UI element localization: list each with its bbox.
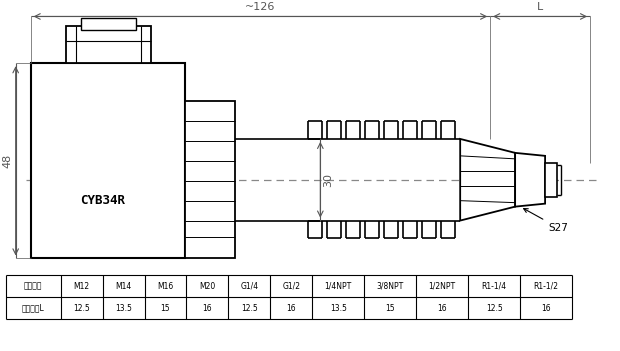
Text: 12.5: 12.5	[241, 304, 258, 313]
Text: 13.5: 13.5	[330, 304, 347, 313]
Bar	[66, 26, 151, 63]
Text: 16: 16	[541, 304, 551, 313]
Text: 48: 48	[2, 154, 12, 168]
Bar	[545, 163, 557, 197]
Text: M20: M20	[200, 282, 216, 291]
Text: 16: 16	[437, 304, 447, 313]
Bar	[81, 19, 136, 31]
Text: 30: 30	[324, 173, 334, 187]
Text: 1/4NPT: 1/4NPT	[325, 282, 352, 291]
Text: 1/2NPT: 1/2NPT	[428, 282, 456, 291]
Text: 13.5: 13.5	[115, 304, 132, 313]
Text: M16: M16	[157, 282, 174, 291]
Text: S27: S27	[524, 208, 568, 232]
Text: M12: M12	[74, 282, 90, 291]
Text: G1/2: G1/2	[282, 282, 300, 291]
Text: G1/4: G1/4	[241, 282, 259, 291]
Text: 3/8NPT: 3/8NPT	[376, 282, 404, 291]
Text: 15: 15	[386, 304, 395, 313]
Bar	[30, 63, 185, 258]
Text: 12.5: 12.5	[485, 304, 503, 313]
Text: R1-1/4: R1-1/4	[482, 282, 507, 291]
Text: R1-1/2: R1-1/2	[534, 282, 559, 291]
Polygon shape	[515, 153, 545, 207]
Text: 16: 16	[203, 304, 212, 313]
Text: 16: 16	[286, 304, 296, 313]
Text: 15: 15	[161, 304, 171, 313]
Text: 螺纹长度L: 螺纹长度L	[22, 304, 45, 313]
Text: CYB34R: CYB34R	[81, 194, 126, 207]
Polygon shape	[460, 139, 515, 220]
Text: M14: M14	[115, 282, 131, 291]
Text: ~126: ~126	[246, 2, 276, 13]
Bar	[185, 101, 236, 258]
Text: L: L	[537, 2, 543, 13]
Text: 螺纹规格: 螺纹规格	[24, 282, 42, 291]
Text: 12.5: 12.5	[73, 304, 90, 313]
